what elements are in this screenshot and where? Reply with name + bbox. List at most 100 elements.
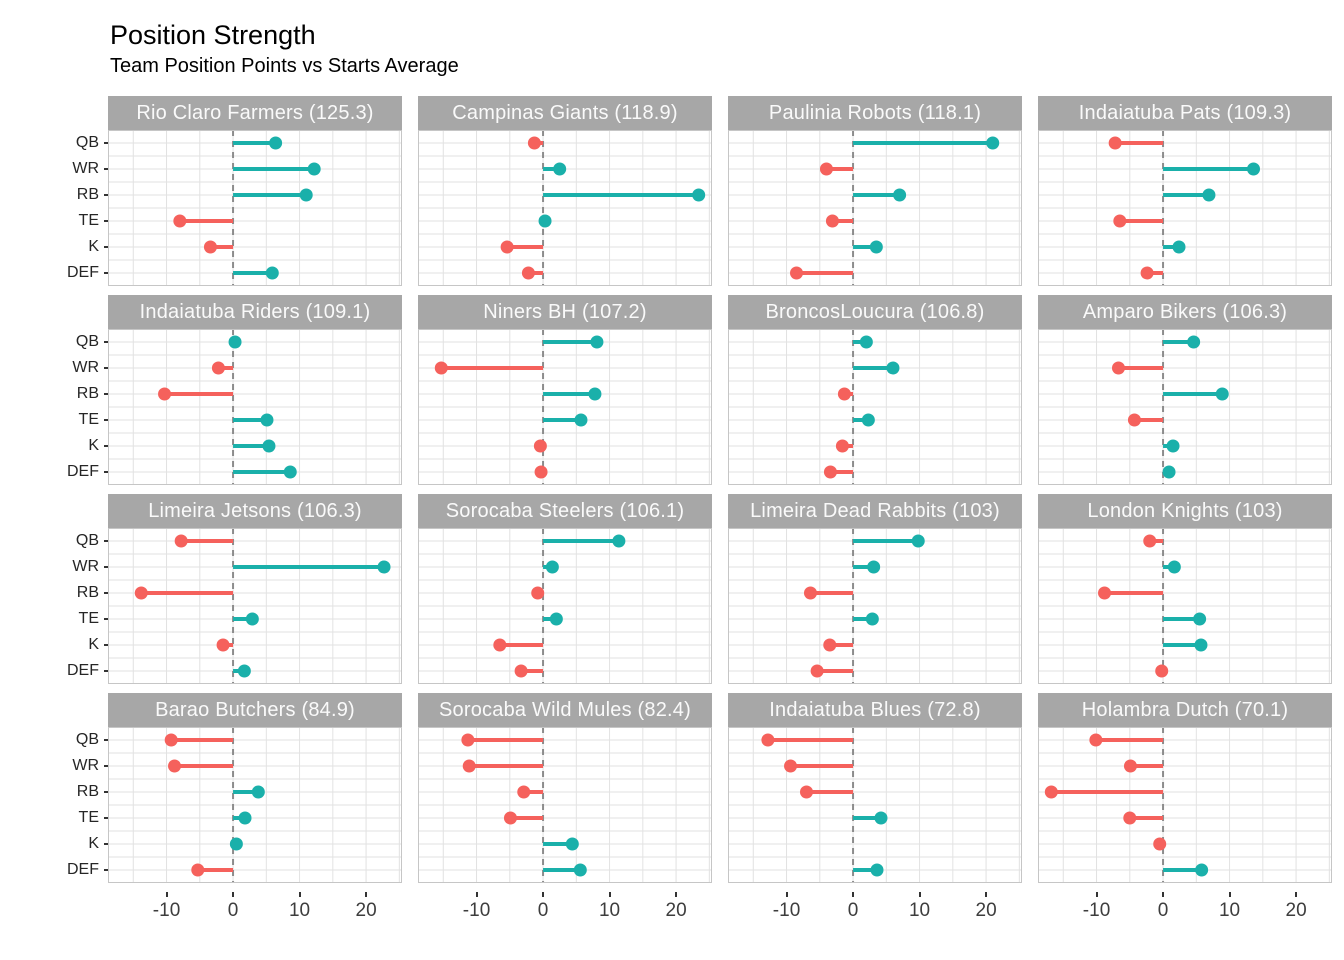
lollipop-dot <box>1162 465 1176 479</box>
lollipop-dot <box>1172 240 1186 254</box>
y-axis-label: WR <box>72 160 99 177</box>
facet-panel <box>108 130 402 286</box>
y-axis-label: WR <box>72 558 99 575</box>
lollipop-dot <box>262 439 276 453</box>
lollipop-dot <box>538 214 552 228</box>
facet-panel-cell: Amparo Bikers (106.3) <box>1038 295 1332 485</box>
lollipop-dot <box>1187 335 1201 349</box>
facet-row: QB WR RB TE K DEF Limeira Jetsons (106.3) Soroc… <box>58 494 1332 684</box>
panel-border <box>1038 528 1332 684</box>
facet-strip: Indaiatuba Pats (109.3) <box>1038 96 1332 130</box>
lollipop-dot <box>228 335 242 349</box>
chart-subtitle: Team Position Points vs Starts Average <box>110 55 459 77</box>
lollipop-dot <box>503 811 517 825</box>
facet-panel <box>108 528 402 684</box>
facet-panel-cell: Sorocaba Wild Mules (82.4) <box>418 693 712 883</box>
lollipop-dot <box>865 612 879 626</box>
y-axis-tick <box>104 471 108 473</box>
lollipop-dot <box>245 612 259 626</box>
y-axis-tick <box>104 869 108 871</box>
lollipop-dot <box>283 465 297 479</box>
y-axis-tick <box>104 272 108 274</box>
lollipop-dot <box>1202 188 1216 202</box>
facet-panel <box>728 727 1022 883</box>
x-axis-label: 0 <box>847 900 859 921</box>
facet-panel-cell: Holambra Dutch (70.1) <box>1038 693 1332 883</box>
lollipop-dot <box>1108 136 1122 150</box>
y-axis-label: QB <box>75 333 99 350</box>
lollipop-dot <box>191 863 205 877</box>
y-axis-label: WR <box>72 757 99 774</box>
panel-border <box>728 329 1022 485</box>
y-axis-tick <box>104 367 108 369</box>
y-axis-label: TE <box>78 809 99 826</box>
facet-panel <box>728 130 1022 286</box>
facet-panel-cell: Limeira Jetsons (106.3) <box>108 494 402 684</box>
panel-border <box>418 329 712 485</box>
lollipop-dot <box>229 837 243 851</box>
facet-row: QB WR RB TE K DEF Indaiatuba Riders (109.1) Nin… <box>58 295 1332 485</box>
lollipop-dot <box>1113 214 1127 228</box>
x-axis-label: 0 <box>537 900 549 921</box>
facet-panel <box>108 727 402 883</box>
facet-title: Holambra Dutch (70.1) <box>1081 698 1289 721</box>
panel-border <box>728 727 1022 883</box>
lollipop-dot <box>1123 759 1137 773</box>
lollipop-dot <box>861 413 875 427</box>
y-axis-tick <box>104 592 108 594</box>
facet-strip: Limeira Dead Rabbits (103) <box>728 494 1022 528</box>
y-axis-label: RB <box>76 186 99 203</box>
y-axis: QB WR RB TE K DEF <box>58 528 108 684</box>
facet-panel <box>108 329 402 485</box>
facet-panel-cell: Paulinia Robots (118.1) <box>728 96 1022 286</box>
y-axis-tick <box>104 540 108 542</box>
facet-title: London Knights (103) <box>1087 499 1283 522</box>
facet-panel <box>1038 528 1332 684</box>
lollipop-dot <box>211 361 225 375</box>
x-axis-label: -10 <box>462 900 491 921</box>
facet-row: QB WR RB TE K DEF Barao Butchers (84.9) Sorocab… <box>58 693 1332 883</box>
y-axis-label: K <box>88 238 99 255</box>
lollipop-dot <box>859 335 873 349</box>
x-axis-tick <box>985 892 988 897</box>
lollipop-dot <box>911 534 925 548</box>
x-axis-label: 20 <box>975 900 997 921</box>
lollipop-dot <box>1044 785 1058 799</box>
lollipop-dot <box>1215 387 1229 401</box>
lollipop-dot <box>893 188 907 202</box>
y-axis-tick <box>104 566 108 568</box>
lollipop-dot <box>799 785 813 799</box>
x-axis-label: -10 <box>772 900 801 921</box>
lollipop-dot <box>1166 439 1180 453</box>
lollipop-dot <box>1153 837 1167 851</box>
y-axis-label: TE <box>78 610 99 627</box>
facet-title: Indaiatuba Riders (109.1) <box>139 300 371 323</box>
facet-panel <box>418 727 712 883</box>
panel-border <box>1038 727 1332 883</box>
y-axis-label: K <box>88 437 99 454</box>
facet-panel <box>728 528 1022 684</box>
facet-strip: Paulinia Robots (118.1) <box>728 96 1022 130</box>
panel-border <box>418 727 712 883</box>
x-axis-tick <box>542 892 545 897</box>
facet-title: Barao Butchers (84.9) <box>155 698 355 721</box>
facet-panel <box>1038 727 1332 883</box>
facet-panel <box>1038 130 1332 286</box>
x-axis-label: 20 <box>355 900 377 921</box>
x-axis-tick <box>1295 892 1298 897</box>
y-axis: QB WR RB TE K DEF <box>58 329 108 485</box>
lollipop-dot <box>527 136 541 150</box>
x-axis-label: -10 <box>1082 900 1111 921</box>
facet-panel-cell: London Knights (103) <box>1038 494 1332 684</box>
x-axis-tick <box>1095 892 1098 897</box>
panel-border <box>1038 329 1332 485</box>
facet-strip: Indaiatuba Blues (72.8) <box>728 693 1022 727</box>
facet-title: Niners BH (107.2) <box>483 300 647 323</box>
lollipop-dot <box>1193 612 1207 626</box>
y-axis-tick <box>104 618 108 620</box>
y-axis-tick <box>104 644 108 646</box>
facet-panel-cell: Niners BH (107.2) <box>418 295 712 485</box>
x-axis: -10 0 10 20 -10 0 10 20 -10 0 10 20 -10 0 10 20 <box>58 892 1332 930</box>
facet-row: QB WR RB TE K DEF Rio Claro Farmers (125.3) Cam… <box>58 96 1332 286</box>
x-axis-label: 10 <box>598 900 621 921</box>
